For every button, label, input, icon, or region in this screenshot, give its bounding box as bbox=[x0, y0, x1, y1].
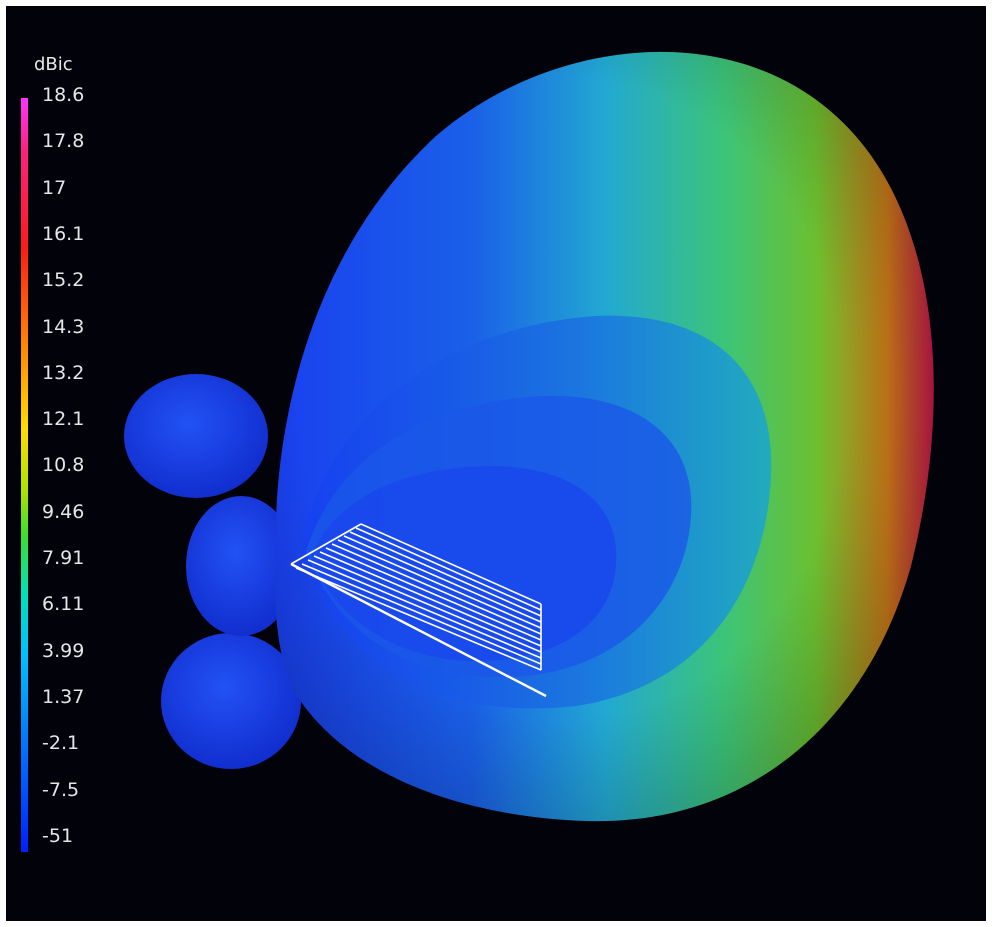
inner-lobe-3 bbox=[311, 466, 617, 661]
legend-tick-label: 9.46 bbox=[42, 500, 85, 523]
legend-tick-label: 16.1 bbox=[42, 222, 85, 245]
legend-tick-label: 7.91 bbox=[42, 547, 85, 569]
legend-tick-label: -7.5 bbox=[42, 778, 80, 801]
legend-tick-label: 17 bbox=[42, 176, 67, 199]
pattern-viewport[interactable]: dBic 18.6 17.8 17 16.1 15.2 14.3 13.2 12.1 10.8 9… bbox=[6, 6, 986, 921]
legend-tick-label: 10.8 bbox=[42, 454, 85, 477]
legend-tick-label: 14.3 bbox=[42, 315, 85, 338]
legend-tick-label: 15.2 bbox=[42, 269, 85, 292]
antenna-array bbox=[290, 523, 547, 698]
legend-tick-label: 18.6 bbox=[42, 84, 85, 106]
legend-tick-label: 17.8 bbox=[42, 130, 85, 153]
legend-tick-label: -2.1 bbox=[42, 732, 80, 755]
legend-tick-label: 12.1 bbox=[42, 408, 85, 431]
legend-unit-label: dBic bbox=[34, 54, 73, 75]
legend-tick-label: 13.2 bbox=[42, 361, 85, 384]
side-lobe-upper bbox=[124, 374, 268, 498]
side-lobe-lower bbox=[161, 633, 301, 769]
color-scale-bar bbox=[21, 98, 28, 852]
legend-tick-label: 1.37 bbox=[42, 685, 85, 708]
radiation-pattern-3d bbox=[124, 51, 934, 822]
legend-tick-label: 3.99 bbox=[42, 639, 85, 662]
legend-tick-label: 6.11 bbox=[42, 593, 85, 616]
legend-tick-label: -51 bbox=[42, 824, 74, 847]
side-lobe-mid bbox=[186, 496, 296, 636]
